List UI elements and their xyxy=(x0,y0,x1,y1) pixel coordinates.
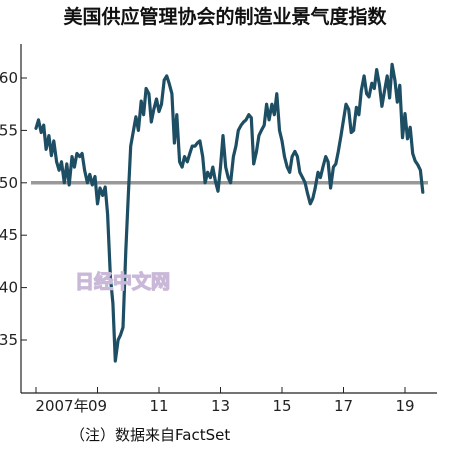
y-tick-label: 35 xyxy=(0,331,18,349)
x-ticks: 2007年 09 11 13 15 17 19 xyxy=(35,387,415,415)
y-tick-label: 45 xyxy=(0,226,18,244)
x-tick-label: 09 xyxy=(88,397,107,415)
chart-axes xyxy=(20,44,437,394)
pmi-series-line xyxy=(34,62,425,363)
source-note: （注）数据来自FactSet xyxy=(70,426,231,444)
x-tick-label: 13 xyxy=(211,397,230,415)
x-tick-label: 11 xyxy=(149,397,168,415)
y-tick-label: 40 xyxy=(0,279,18,297)
y-ticks: 35 40 45 50 55 60 xyxy=(0,69,27,349)
x-tick-label: 2007年 xyxy=(35,397,88,415)
y-tick-label: 60 xyxy=(0,69,18,87)
x-tick-label: 19 xyxy=(395,397,414,415)
y-tick-label: 55 xyxy=(0,121,18,139)
y-tick-label: 50 xyxy=(0,174,18,192)
x-tick-label: 15 xyxy=(272,397,291,415)
watermark-text: 日经中文网 xyxy=(75,270,170,293)
chart-title: 美国供应管理协会的制造业景气度指数 xyxy=(63,6,387,28)
x-tick-label: 17 xyxy=(334,397,353,415)
